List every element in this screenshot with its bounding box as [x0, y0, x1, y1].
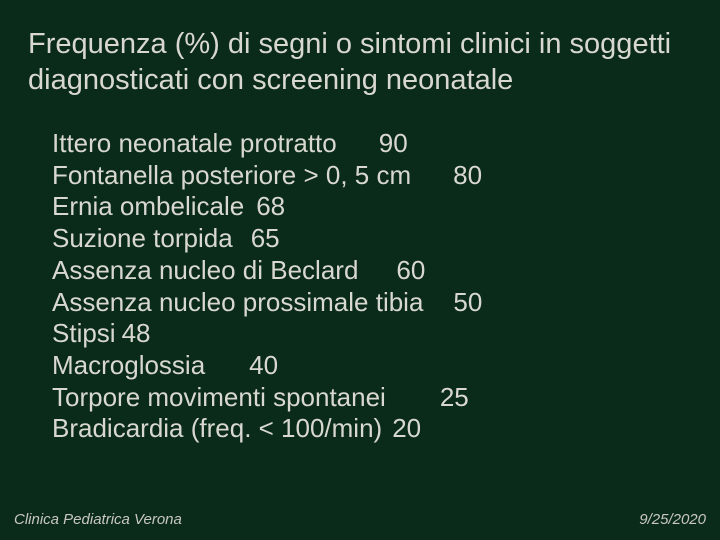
item-label: Macroglossia	[52, 350, 205, 380]
item-label: Assenza nucleo prossimale tibia	[52, 287, 423, 317]
slide: { "colors": { "background": "#0a2a1a", "…	[0, 0, 720, 540]
item-label: Ernia ombelicale	[52, 191, 244, 221]
item-value: 90	[379, 128, 408, 158]
list-item: Torpore movimenti spontanei 25	[52, 382, 660, 414]
list-item: Stipsi48	[52, 318, 660, 350]
list-item: Ittero neonatale protratto 90	[52, 128, 660, 160]
item-value: 20	[392, 413, 421, 443]
item-value: 60	[396, 255, 425, 285]
slide-title: Frequenza (%) di segni o sintomi clinici…	[28, 26, 706, 99]
item-label: Suzione torpida	[52, 223, 233, 253]
item-label: Assenza nucleo di Beclard	[52, 255, 358, 285]
list-item: Assenza nucleo di Beclard 60	[52, 255, 660, 287]
footer-left: Clinica Pediatrica Verona	[14, 511, 182, 528]
item-value: 65	[251, 223, 280, 253]
list-item: Suzione torpida 65	[52, 223, 660, 255]
list-item: Macroglossia 40	[52, 350, 660, 382]
list-item: Fontanella posteriore > 0, 5 cm 80	[52, 160, 660, 192]
item-value: 50	[453, 287, 482, 317]
item-label: Ittero neonatale protratto	[52, 128, 337, 158]
slide-body: Ittero neonatale protratto 90 Fontanella …	[52, 128, 660, 445]
item-value: 68	[256, 191, 285, 221]
list-item: Bradicardia (freq. < 100/min) 20	[52, 413, 660, 445]
list-item: Assenza nucleo prossimale tibia 50	[52, 287, 660, 319]
item-value: 40	[249, 350, 278, 380]
item-label: Torpore movimenti spontanei	[52, 382, 386, 412]
footer-date: 9/25/2020	[639, 511, 706, 528]
item-label: Bradicardia (freq. < 100/min)	[52, 413, 382, 443]
item-value: 25	[440, 382, 469, 412]
list-item: Ernia ombelicale 68	[52, 191, 660, 223]
item-label: Stipsi	[52, 318, 116, 348]
item-value: 80	[453, 160, 482, 190]
item-value: 48	[122, 318, 151, 348]
item-label: Fontanella posteriore > 0, 5 cm	[52, 160, 411, 190]
